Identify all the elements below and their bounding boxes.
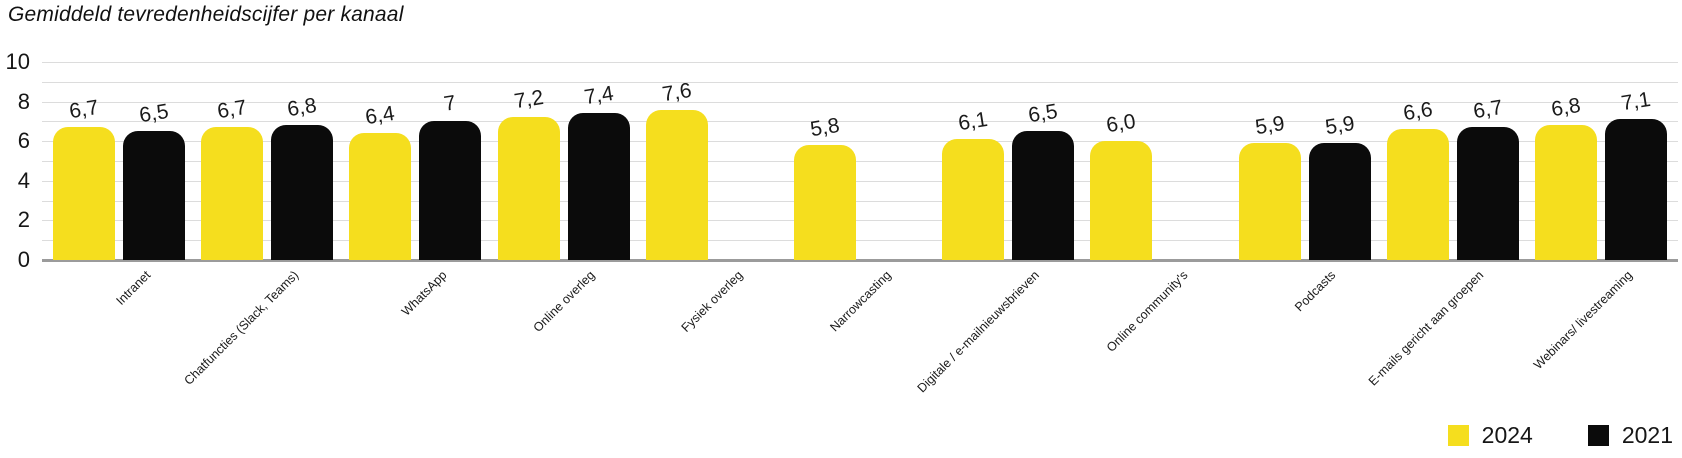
bar-value-label: 7,1: [1619, 88, 1653, 116]
bar-value-label: 6,7: [1471, 96, 1504, 124]
bar-value-label: 5,8: [808, 114, 842, 142]
bar-2024: [794, 145, 856, 260]
x-axis-category-label: WhatsApp: [398, 268, 450, 319]
bar-value-label: 5,9: [1323, 112, 1356, 140]
gridline: [42, 220, 1678, 222]
legend-swatch-2024: [1447, 425, 1469, 446]
bar-value-label: 6,6: [1401, 98, 1434, 126]
legend-label-2024: 2024: [1481, 422, 1533, 448]
x-axis-category-label: Intranet: [113, 268, 153, 308]
x-axis-category-label: Online community's: [1103, 268, 1191, 355]
bar-2024: [1238, 143, 1301, 260]
gridline: [42, 161, 1678, 162]
bar-2024: [53, 127, 115, 260]
y-axis-tick-label: 10: [5, 49, 30, 74]
bar-2021: [1012, 131, 1075, 260]
bar-value-label: 7,2: [512, 86, 545, 114]
x-axis-category-label: Podcasts: [1292, 268, 1339, 315]
bar-2024: [349, 133, 412, 260]
x-axis-category-label: Chatfuncties (Slack, Teams): [181, 268, 302, 388]
gridline: [42, 200, 1678, 202]
bar-value-label: 6,4: [364, 102, 397, 130]
bar-value-label: 5,9: [1253, 112, 1286, 140]
x-axis-category-label: Webinars/ livestreaming: [1530, 268, 1635, 373]
x-axis-category-label: Digitale / e-mailnieuwsbrieven: [914, 268, 1043, 396]
legend-item-2024: 2024: [1447, 422, 1533, 449]
chart-title: Gemiddeld tevredenheidscijfer per kanaal: [8, 3, 404, 26]
gridline: [42, 81, 1678, 83]
bar-value-label: 7: [442, 91, 458, 117]
bar-value-label: 6,5: [1026, 100, 1060, 128]
bar-2021: [1308, 143, 1371, 260]
bar-value-label: 7,6: [660, 78, 693, 106]
gridline: [42, 180, 1678, 182]
y-axis-tick-label: 4: [17, 167, 30, 193]
bar-value-label: 6,7: [215, 96, 249, 124]
bar-value-label: 6,5: [137, 100, 171, 128]
legend-label-2021: 2021: [1621, 422, 1673, 448]
bar-value-label: 6,1: [956, 108, 990, 136]
bar-2021: [419, 121, 482, 260]
bar-2021: [1456, 127, 1519, 260]
x-axis-category-label: Online overleg: [530, 268, 598, 335]
legend-swatch-2021: [1587, 425, 1609, 446]
bar-2021: [567, 113, 630, 260]
bar-2024: [201, 127, 264, 260]
bar-2024: [942, 139, 1005, 260]
x-axis-category-label: Fysiek overleg: [678, 268, 746, 335]
x-axis-category-label: Narrowcasting: [827, 268, 894, 335]
bar-value-label: 6,0: [1105, 110, 1138, 138]
y-axis-tick-label: 0: [17, 247, 30, 272]
gridline: [42, 240, 1678, 242]
y-axis-tick-label: 2: [17, 207, 30, 233]
y-axis-tick-label: 8: [17, 88, 30, 114]
gridline: [42, 101, 1678, 103]
bar-2021: [1605, 119, 1667, 260]
bar-2024: [645, 109, 708, 260]
bar-value-label: 7,4: [582, 82, 615, 110]
y-axis-tick-label: 6: [17, 128, 30, 154]
gridline: [42, 141, 1678, 143]
bar-value-label: 6,8: [285, 94, 319, 122]
bar-2024: [1386, 129, 1449, 260]
bar-2024: [1535, 125, 1597, 260]
legend: 2024 2021: [1447, 422, 1673, 449]
bar-value-label: 6,8: [1549, 94, 1583, 122]
legend-item-2021: 2021: [1587, 422, 1673, 449]
x-axis-baseline: [42, 259, 1678, 262]
bar-2024: [497, 117, 560, 260]
bar-2021: [271, 125, 334, 260]
bar-value-label: 6,7: [67, 96, 101, 124]
x-axis-category-label: E-mails gericht aan groepen: [1366, 268, 1487, 389]
bar-2021: [123, 131, 185, 260]
bar-2024: [1090, 141, 1153, 260]
gridline: [42, 121, 1678, 123]
gridline: [42, 62, 1678, 63]
